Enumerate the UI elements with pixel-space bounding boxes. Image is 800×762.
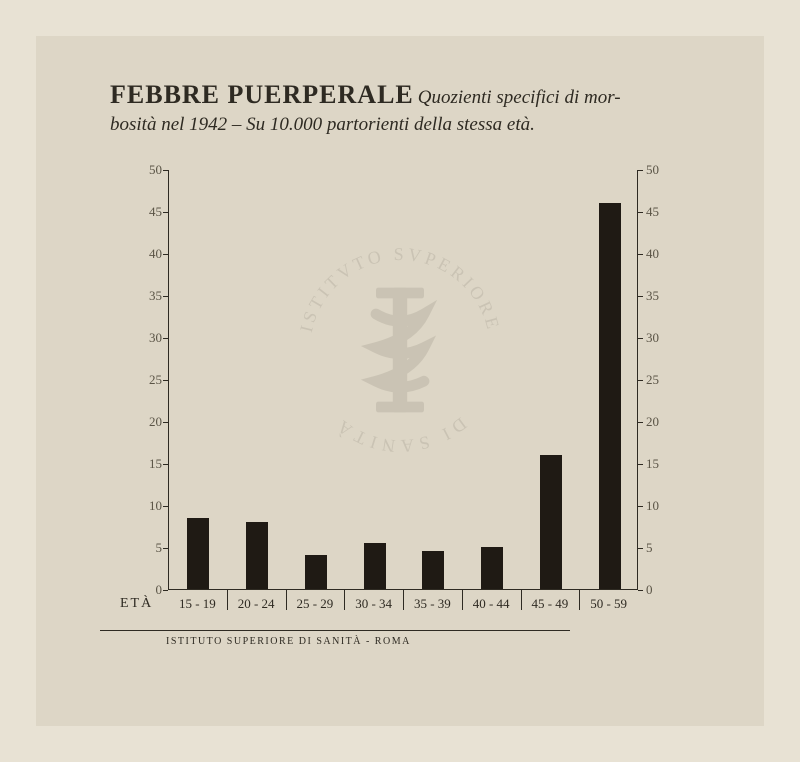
x-category-label: 20 - 24	[227, 596, 285, 612]
ytick-left: 45	[132, 204, 162, 220]
tick-mark	[163, 380, 168, 381]
x-separator	[286, 590, 287, 610]
tick-mark	[638, 338, 643, 339]
chart-title: FEBBRE PUERPERALE Quozienti specifici di…	[110, 80, 710, 136]
x-category-label: 35 - 39	[403, 596, 461, 612]
ytick-right: 0	[646, 582, 676, 598]
tick-mark	[163, 464, 168, 465]
tick-mark	[163, 422, 168, 423]
bar	[305, 555, 327, 589]
ytick-left: 40	[132, 246, 162, 262]
tick-mark	[163, 548, 168, 549]
ytick-right: 30	[646, 330, 676, 346]
tick-mark	[163, 506, 168, 507]
footer-text: ISTITUTO SUPERIORE DI SANITÀ - ROMA	[166, 636, 411, 647]
x-axis-label: ETÀ	[120, 596, 153, 612]
ytick-left: 0	[132, 582, 162, 598]
bar	[422, 551, 444, 589]
plot-area	[168, 170, 638, 590]
footer-rule	[100, 630, 570, 631]
ytick-left: 25	[132, 372, 162, 388]
tick-mark	[638, 548, 643, 549]
bar	[599, 203, 621, 589]
x-separator	[462, 590, 463, 610]
tick-mark	[638, 422, 643, 423]
ytick-left: 20	[132, 414, 162, 430]
ytick-left: 10	[132, 498, 162, 514]
ytick-right: 10	[646, 498, 676, 514]
x-separator	[344, 590, 345, 610]
x-category-label: 40 - 44	[462, 596, 520, 612]
tick-mark	[638, 380, 643, 381]
x-category-label: 50 - 59	[580, 596, 638, 612]
bar	[246, 522, 268, 589]
title-main: FEBBRE PUERPERALE	[110, 80, 414, 109]
ytick-left: 5	[132, 540, 162, 556]
tick-mark	[163, 212, 168, 213]
ytick-right: 50	[646, 162, 676, 178]
x-category-label: 15 - 19	[168, 596, 226, 612]
ytick-right: 20	[646, 414, 676, 430]
ytick-right: 40	[646, 246, 676, 262]
tick-mark	[163, 296, 168, 297]
bar-chart: ETÀ 0 0 5 5 10 10 15 15 20 20 25 25 30 30 35 35 40 40 45 45…	[100, 160, 710, 640]
ytick-right: 35	[646, 288, 676, 304]
x-category-label: 45 - 49	[521, 596, 579, 612]
bar	[540, 455, 562, 589]
tick-mark	[638, 590, 643, 591]
x-separator	[403, 590, 404, 610]
tick-mark	[638, 170, 643, 171]
x-category-label: 25 - 29	[286, 596, 344, 612]
tick-mark	[163, 170, 168, 171]
tick-mark	[638, 506, 643, 507]
tick-mark	[638, 254, 643, 255]
ytick-right: 45	[646, 204, 676, 220]
tick-mark	[638, 296, 643, 297]
ytick-right: 5	[646, 540, 676, 556]
bar	[481, 547, 503, 589]
ytick-left: 15	[132, 456, 162, 472]
ytick-left: 50	[132, 162, 162, 178]
tick-mark	[163, 338, 168, 339]
x-separator	[521, 590, 522, 610]
x-category-label: 30 - 34	[345, 596, 403, 612]
x-separator	[227, 590, 228, 610]
ytick-left: 35	[132, 288, 162, 304]
bar	[187, 518, 209, 589]
ytick-left: 30	[132, 330, 162, 346]
title-line2: bosità nel 1942 – Su 10.000 partorienti …	[110, 114, 710, 136]
tick-mark	[163, 590, 168, 591]
tick-mark	[638, 212, 643, 213]
title-sub-inline: Quozienti specifici di mor-	[418, 87, 621, 108]
ytick-right: 25	[646, 372, 676, 388]
bar	[364, 543, 386, 589]
tick-mark	[638, 464, 643, 465]
ytick-right: 15	[646, 456, 676, 472]
x-separator	[579, 590, 580, 610]
tick-mark	[163, 254, 168, 255]
